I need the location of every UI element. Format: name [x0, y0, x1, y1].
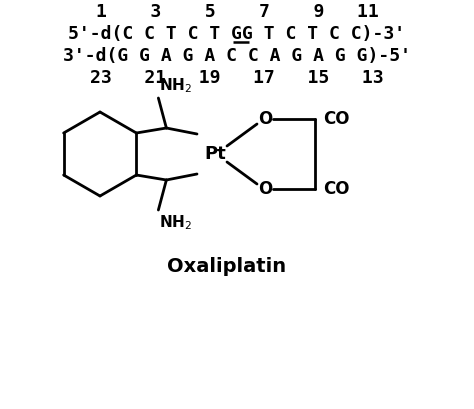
Text: Pt: Pt	[204, 145, 226, 163]
Text: 1    3    5    7    9   11: 1 3 5 7 9 11	[96, 3, 378, 21]
Text: 23   21   19   17   15   13: 23 21 19 17 15 13	[90, 69, 384, 87]
Text: 5'-d(C C T C T GG T C T C C)-3': 5'-d(C C T C T GG T C T C C)-3'	[68, 25, 406, 43]
Text: NH$_2$: NH$_2$	[159, 76, 192, 95]
Text: NH$_2$: NH$_2$	[159, 213, 192, 232]
Text: CO: CO	[323, 110, 349, 128]
Text: CO: CO	[323, 180, 349, 198]
Text: 3'-d(G G A G A C C A G A G G)-5': 3'-d(G G A G A C C A G A G G)-5'	[63, 47, 411, 65]
Text: O: O	[258, 110, 272, 128]
Text: O: O	[258, 180, 272, 198]
Text: Oxaliplatin: Oxaliplatin	[167, 257, 287, 276]
